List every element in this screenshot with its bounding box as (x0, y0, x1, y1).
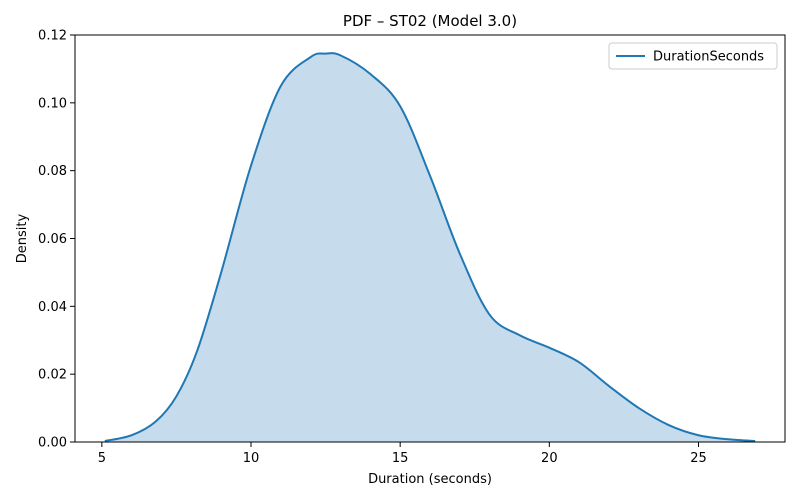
x-tick-label: 5 (98, 451, 106, 466)
x-tick-label: 20 (541, 451, 558, 466)
plot-layer (104, 52, 756, 442)
legend-box (608, 42, 778, 70)
x-tick-label: 25 (690, 451, 707, 466)
y-tick-label: 0.02 (38, 368, 67, 383)
x-axis-label: Duration (seconds) (368, 472, 492, 487)
legend-label: DurationSeconds (653, 50, 764, 65)
legend: DurationSeconds (608, 42, 778, 70)
chart-title: PDF – ST02 (Model 3.0) (343, 12, 517, 30)
y-axis-label: Density (15, 213, 30, 263)
density-curve-line (104, 52, 756, 442)
y-tick-label: 0.12 (38, 29, 67, 44)
y-tick-label: 0.00 (38, 436, 67, 451)
density-area-fill (104, 53, 756, 442)
y-tick-label: 0.10 (38, 96, 67, 111)
y-tick-label: 0.04 (38, 300, 67, 315)
axes-layer: 5 10 15 20 25 0.00 0.02 0.04 0.06 0.08 0.10 0.12 (38, 29, 707, 467)
y-tick-label: 0.06 (38, 232, 67, 247)
x-tick-label: 10 (243, 451, 260, 466)
y-tick-label: 0.08 (38, 164, 67, 179)
x-tick-label: 15 (392, 451, 409, 466)
